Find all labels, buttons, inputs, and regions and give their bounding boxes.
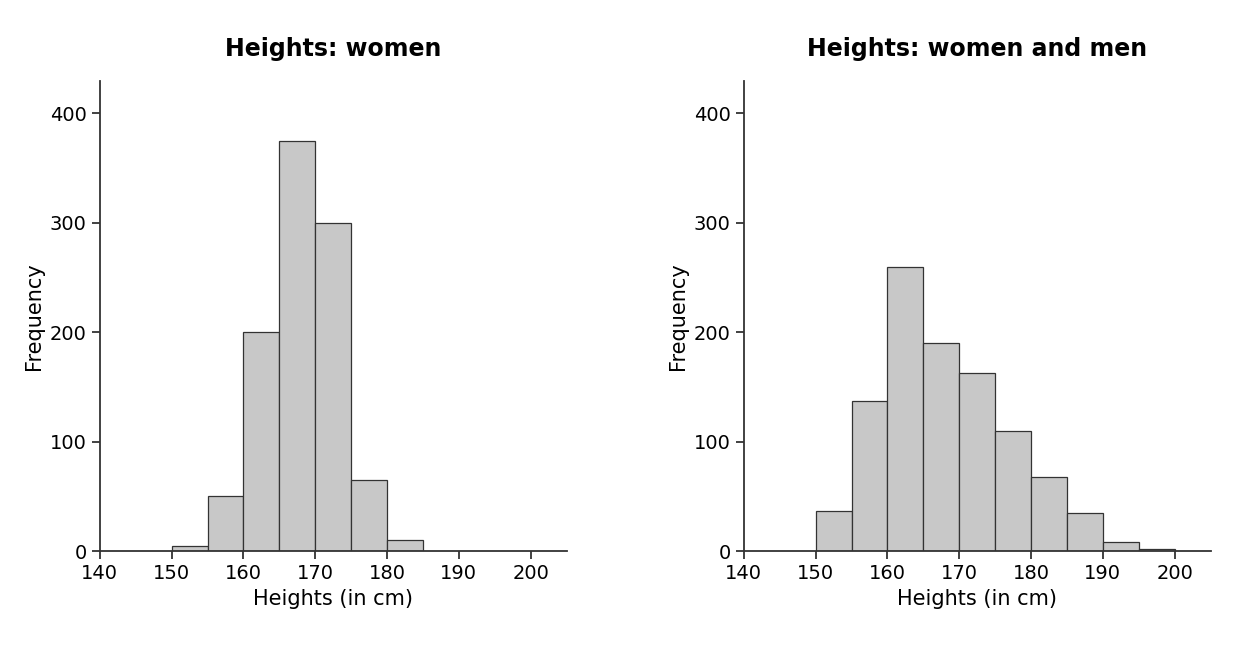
Bar [960,373,995,551]
Bar [280,141,316,551]
X-axis label: Heights (in cm): Heights (in cm) [897,589,1057,609]
Bar [351,480,387,551]
X-axis label: Heights (in cm): Heights (in cm) [253,589,413,609]
Bar [995,431,1031,551]
Bar [1103,542,1138,551]
Bar [924,343,960,551]
Bar [887,267,924,551]
Y-axis label: Frequency: Frequency [24,262,44,370]
Bar [1031,476,1067,551]
Title: Heights: women and men: Heights: women and men [807,37,1147,60]
Bar [316,223,351,551]
Bar [1067,513,1103,551]
Bar [172,546,207,551]
Bar [816,511,851,551]
Y-axis label: Frequency: Frequency [668,262,688,370]
Title: Heights: women: Heights: women [225,37,442,60]
Bar [243,332,280,551]
Bar [387,540,423,551]
Bar [207,497,243,551]
Bar [1138,549,1174,551]
Bar [851,401,887,551]
